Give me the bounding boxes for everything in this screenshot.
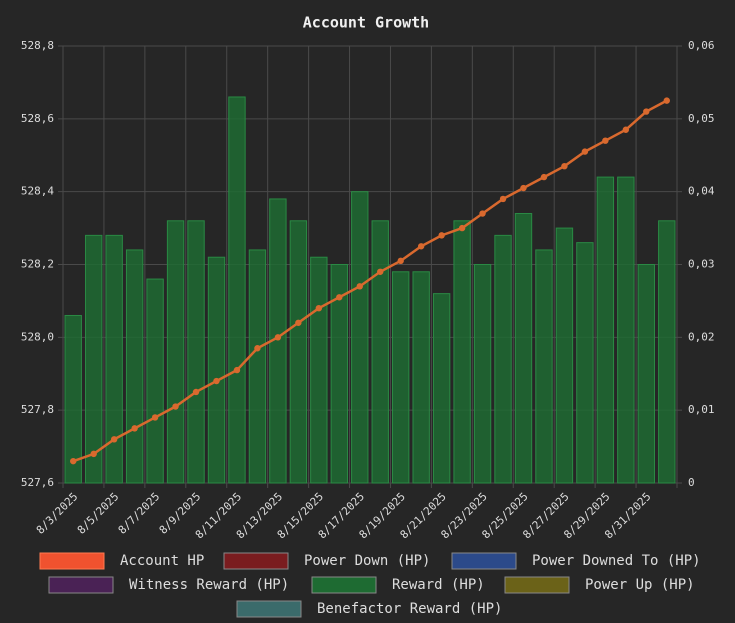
point [336,294,343,301]
bar [289,220,308,484]
legend-label[interactable]: Account HP [120,553,204,569]
y-tick-label: 528,6 [21,112,54,125]
y2-tick-label: 0,03 [688,258,715,271]
point [356,283,363,290]
point [233,366,241,374]
point [151,414,159,421]
legend-swatch[interactable] [451,552,517,570]
bar [576,242,594,484]
bar [351,191,369,484]
legend-swatch[interactable] [311,576,377,594]
point [458,224,466,232]
bar [412,271,430,484]
y-tick-label: 528,0 [21,330,54,343]
y2-tick-label: 0 [688,476,695,489]
bar [555,227,574,484]
point [274,334,282,341]
point [417,243,425,250]
point [397,257,404,265]
point [295,319,302,326]
point [643,108,650,115]
point [663,97,670,104]
legend-label[interactable]: Power Up (HP) [585,577,695,593]
bar [187,220,205,484]
bar [64,314,82,484]
chart-title: Account Growth [303,14,429,32]
y-tick-label: 528,2 [21,258,54,271]
bar [105,234,123,484]
legend-label[interactable]: Witness Reward (HP) [129,577,289,593]
legend-swatch[interactable] [223,552,289,570]
point [315,305,323,312]
line [72,99,668,463]
bar [228,96,246,484]
legend-swatch[interactable] [39,552,105,570]
y2-tick-label: 0,01 [688,403,715,416]
y-tick-label: 528,8 [21,39,54,52]
legend-swatch[interactable] [504,576,570,594]
bar [166,220,185,484]
bar [658,220,676,484]
bar [494,234,512,484]
bar [146,278,164,484]
point [192,388,200,396]
bar [392,271,410,484]
point [377,268,384,275]
point [172,403,179,410]
bar [85,234,103,484]
y-tick-label: 528,4 [21,185,54,198]
point [131,425,138,432]
bar [310,256,328,484]
bar [617,176,635,484]
point [499,195,507,203]
point [602,137,609,144]
bar [473,264,492,484]
point [438,232,445,239]
point [110,436,118,443]
bar [453,220,471,484]
bar [596,176,615,484]
point [622,126,630,133]
bar [207,256,226,484]
bar [330,264,348,484]
y-tick-label: 527,8 [21,403,54,416]
bar [637,264,655,484]
point [70,457,77,465]
legend-label[interactable]: Power Down (HP) [304,553,430,569]
y2-tick-label: 0,06 [688,39,715,52]
bar [535,249,553,484]
bar [125,249,144,484]
point [213,377,220,385]
point [90,450,97,458]
y-tick-label: 527,6 [21,476,54,489]
legend-swatch[interactable] [48,576,114,594]
legend-label[interactable]: Power Downed To (HP) [532,553,701,569]
point [479,210,486,217]
y2-tick-label: 0,05 [688,112,715,125]
point [540,173,548,181]
bar [514,213,533,484]
bar [432,293,451,484]
bar [248,249,267,484]
legend-label[interactable]: Benefactor Reward (HP) [317,601,502,617]
legend-swatch[interactable] [236,600,302,618]
legend-label[interactable]: Reward (HP) [392,577,485,593]
bar [371,220,389,484]
y2-tick-label: 0,02 [688,330,715,343]
point [581,148,589,155]
point [520,184,527,192]
point [561,162,568,170]
y2-tick-label: 0,04 [688,185,715,198]
point [254,345,261,352]
